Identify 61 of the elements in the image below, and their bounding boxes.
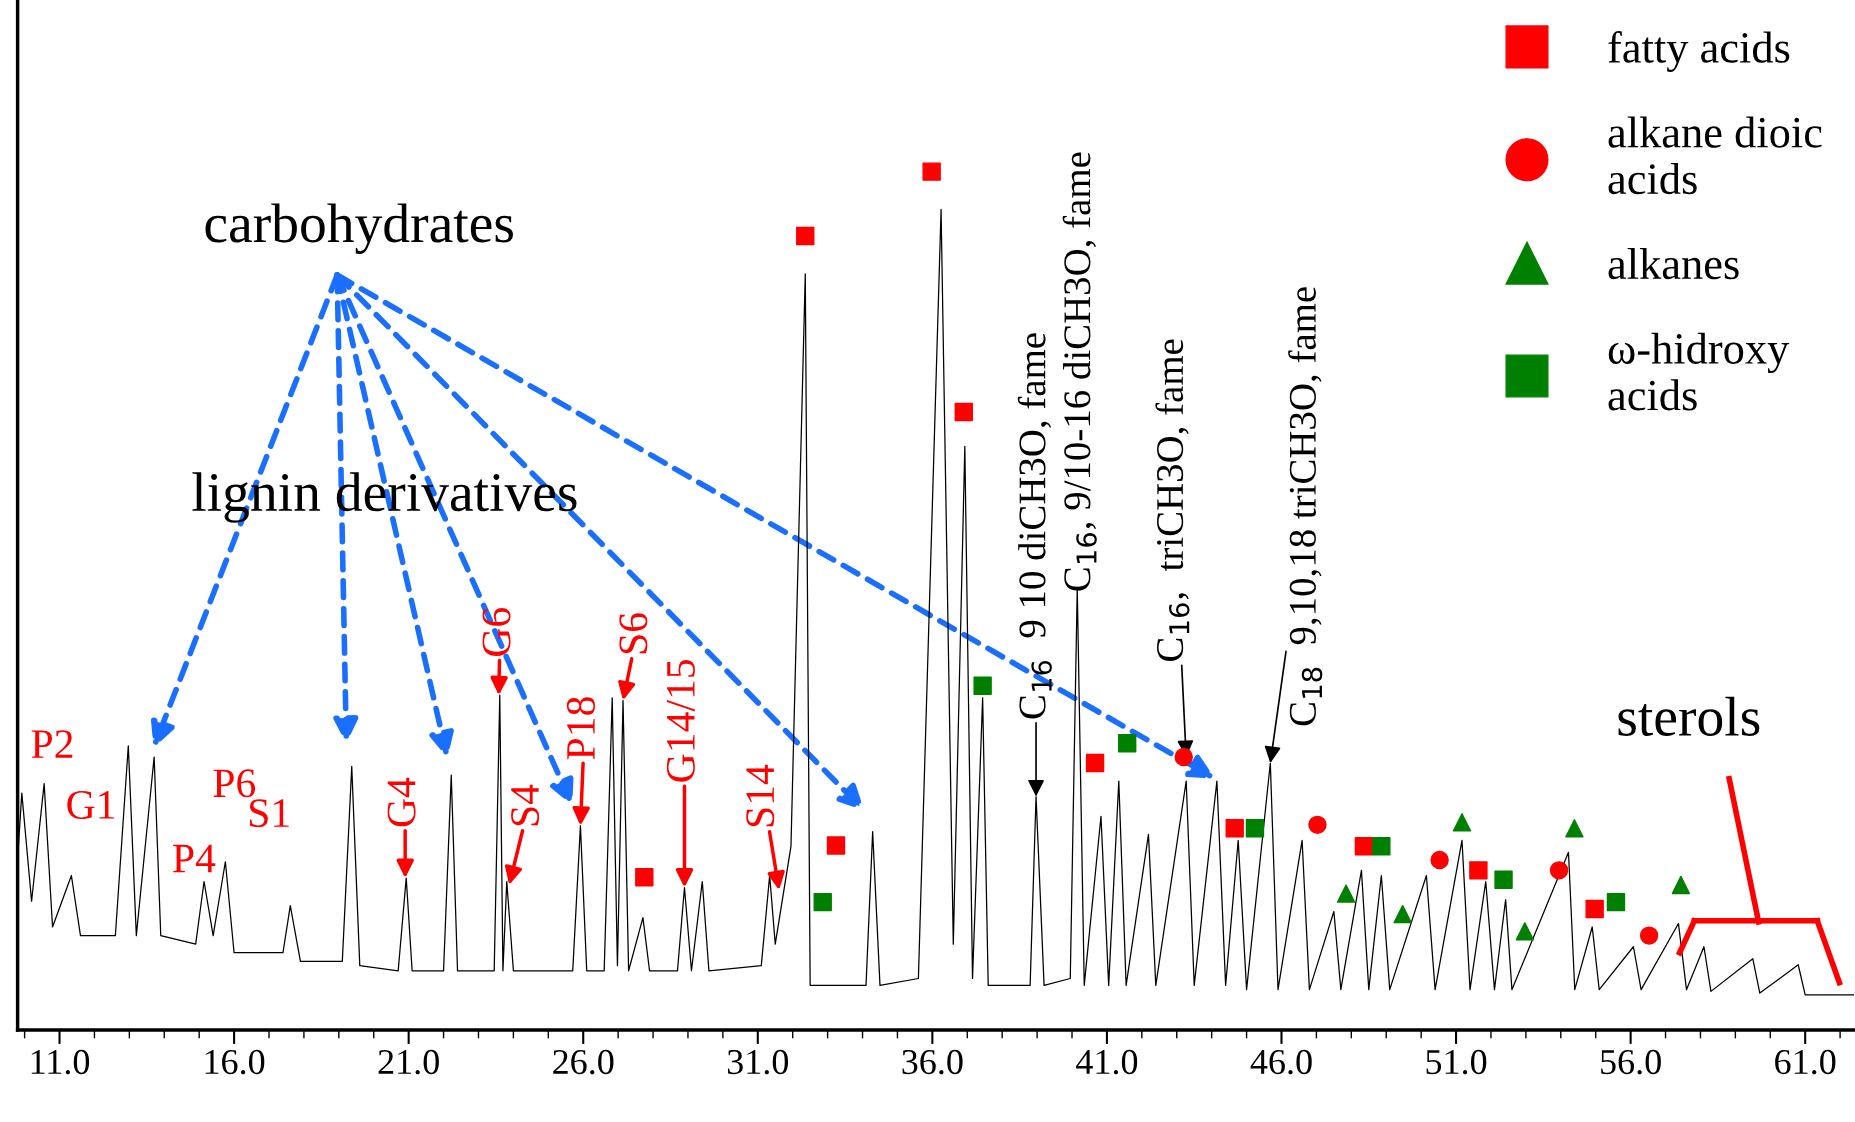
x-tick-label: 56.0 xyxy=(1601,1049,1661,1075)
legend-label: alkane dioic acids xyxy=(1608,116,1822,195)
annotation: carbohydrates xyxy=(205,203,513,254)
point xyxy=(954,402,973,422)
annotation: P4 xyxy=(173,844,216,873)
annotation: S1 xyxy=(250,799,289,828)
point xyxy=(1639,926,1659,945)
annotation: S14 xyxy=(746,764,775,827)
point xyxy=(1117,734,1137,753)
x-tick-label: 61.0 xyxy=(1775,1049,1836,1075)
annotation: C$_{18}$ 9,10,18 triCH3O, fame xyxy=(1288,287,1323,726)
annotation: P2 xyxy=(31,730,73,758)
legend-label: fatty acids xyxy=(1608,31,1790,72)
annotation: G1 xyxy=(67,790,115,819)
point xyxy=(1372,837,1391,856)
annotation: sterols xyxy=(1618,696,1760,736)
legend-label: ω-hidroxy acids xyxy=(1608,332,1790,411)
point xyxy=(1549,861,1569,880)
point xyxy=(1245,819,1265,838)
annotation: G4 xyxy=(387,777,416,827)
annotation: G6 xyxy=(482,608,511,657)
point xyxy=(1469,861,1488,880)
point xyxy=(1565,819,1584,838)
legend-label: alkanes xyxy=(1608,247,1739,280)
annotation: P6 xyxy=(213,769,256,798)
point xyxy=(1336,884,1356,903)
annotation: P18 xyxy=(566,697,596,760)
point xyxy=(826,836,846,855)
annotation: G14/15 xyxy=(666,659,695,782)
point xyxy=(1494,870,1513,889)
point xyxy=(1606,892,1626,912)
point xyxy=(1671,875,1691,895)
point xyxy=(1585,899,1604,919)
point xyxy=(1515,922,1535,941)
x-tick-label: 26.0 xyxy=(553,1049,614,1075)
annotation: C$_{16}$, 9/10-16 diCH3O, fame xyxy=(1062,152,1097,591)
x-tick-label: 51.0 xyxy=(1426,1049,1487,1075)
x-tick-label: 21.0 xyxy=(378,1049,439,1075)
annotation: S6 xyxy=(619,613,648,654)
annotation: C$_{16}$ 9 10 diCH3O, fame xyxy=(1017,333,1052,719)
x-tick-label: 36.0 xyxy=(902,1049,963,1075)
x-tick-label: 11.0 xyxy=(31,1049,90,1075)
point xyxy=(922,162,941,181)
point xyxy=(813,892,832,912)
point xyxy=(1225,819,1244,838)
point xyxy=(1085,753,1105,773)
annotation: C$_{16}$, triCH3O, fame xyxy=(1155,339,1190,661)
point xyxy=(635,868,654,887)
x-tick-label: 41.0 xyxy=(1076,1049,1138,1075)
point xyxy=(1308,815,1327,835)
annotation: S4 xyxy=(511,784,540,826)
x-tick-label: 31.0 xyxy=(727,1049,789,1075)
x-tick-label: 16.0 xyxy=(205,1049,265,1075)
point xyxy=(1174,747,1193,767)
point xyxy=(1430,850,1449,870)
point xyxy=(1393,904,1412,924)
point xyxy=(973,676,992,696)
point xyxy=(1452,813,1472,832)
point xyxy=(796,226,815,246)
x-tick-label: 46.0 xyxy=(1250,1049,1312,1075)
point xyxy=(1354,837,1374,856)
